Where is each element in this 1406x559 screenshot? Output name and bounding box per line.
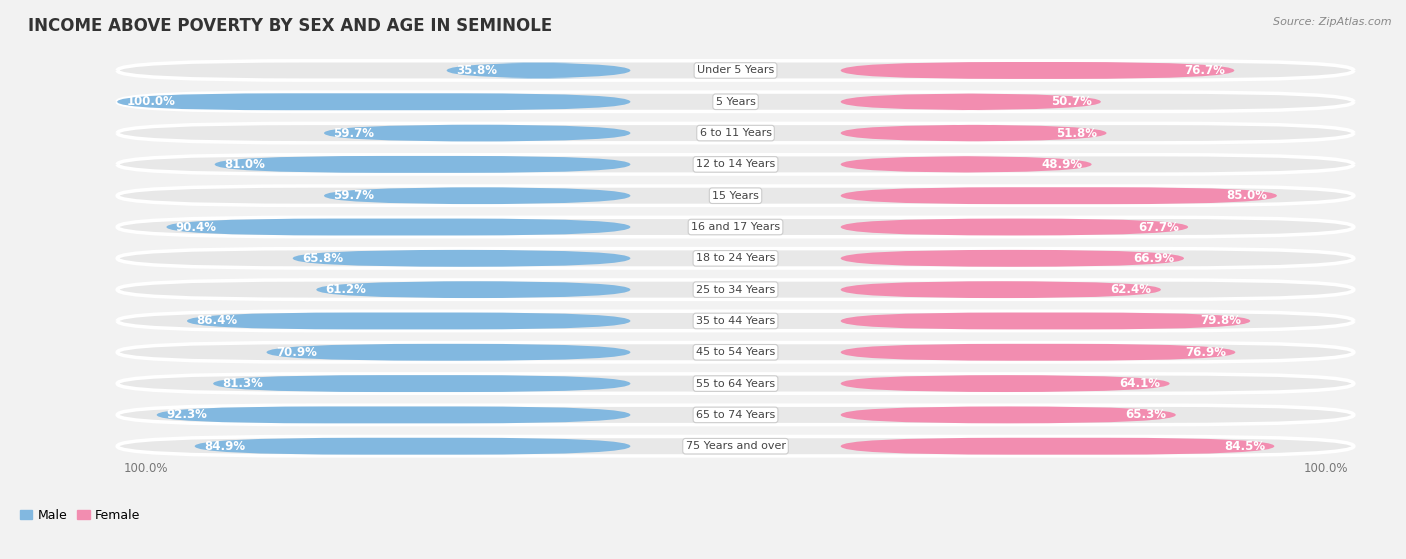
Text: 84.5%: 84.5% [1225, 440, 1265, 453]
FancyBboxPatch shape [841, 406, 1175, 423]
FancyBboxPatch shape [117, 311, 1354, 331]
Text: 16 and 17 Years: 16 and 17 Years [690, 222, 780, 232]
FancyBboxPatch shape [323, 125, 630, 141]
FancyBboxPatch shape [214, 375, 630, 392]
Text: Under 5 Years: Under 5 Years [697, 65, 775, 75]
FancyBboxPatch shape [117, 92, 1354, 111]
Text: 84.9%: 84.9% [204, 440, 245, 453]
Text: 18 to 24 Years: 18 to 24 Years [696, 253, 775, 263]
Text: Source: ZipAtlas.com: Source: ZipAtlas.com [1274, 17, 1392, 27]
FancyBboxPatch shape [267, 344, 630, 361]
FancyBboxPatch shape [841, 375, 1170, 392]
Text: 66.9%: 66.9% [1133, 252, 1175, 265]
FancyBboxPatch shape [156, 406, 630, 423]
Text: 70.9%: 70.9% [276, 346, 316, 359]
Text: 55 to 64 Years: 55 to 64 Years [696, 378, 775, 389]
Text: 48.9%: 48.9% [1042, 158, 1083, 171]
FancyBboxPatch shape [841, 187, 1277, 204]
Text: 79.8%: 79.8% [1199, 315, 1241, 328]
FancyBboxPatch shape [841, 156, 1091, 173]
FancyBboxPatch shape [194, 438, 630, 454]
Text: 61.2%: 61.2% [326, 283, 367, 296]
FancyBboxPatch shape [292, 250, 630, 267]
Text: 15 Years: 15 Years [711, 191, 759, 201]
Text: 25 to 34 Years: 25 to 34 Years [696, 285, 775, 295]
Text: 50.7%: 50.7% [1050, 95, 1091, 108]
FancyBboxPatch shape [841, 250, 1184, 267]
FancyBboxPatch shape [841, 344, 1236, 361]
FancyBboxPatch shape [841, 219, 1188, 235]
Text: 35 to 44 Years: 35 to 44 Years [696, 316, 775, 326]
FancyBboxPatch shape [117, 124, 1354, 143]
Text: 90.4%: 90.4% [176, 220, 217, 234]
FancyBboxPatch shape [841, 312, 1250, 329]
Text: INCOME ABOVE POVERTY BY SEX AND AGE IN SEMINOLE: INCOME ABOVE POVERTY BY SEX AND AGE IN S… [28, 17, 553, 35]
FancyBboxPatch shape [117, 155, 1354, 174]
Text: 75 Years and over: 75 Years and over [686, 441, 786, 451]
FancyBboxPatch shape [117, 437, 1354, 456]
FancyBboxPatch shape [215, 156, 630, 173]
FancyBboxPatch shape [323, 187, 630, 204]
Text: 65.3%: 65.3% [1126, 409, 1167, 421]
Text: 92.3%: 92.3% [166, 409, 207, 421]
Text: 76.9%: 76.9% [1185, 346, 1226, 359]
Text: 100.0%: 100.0% [127, 95, 176, 108]
Text: 76.7%: 76.7% [1184, 64, 1225, 77]
FancyBboxPatch shape [841, 62, 1234, 79]
FancyBboxPatch shape [117, 61, 1354, 80]
Text: 5 Years: 5 Years [716, 97, 755, 107]
Text: 59.7%: 59.7% [333, 126, 374, 140]
FancyBboxPatch shape [841, 93, 1101, 110]
Legend: Male, Female: Male, Female [15, 504, 145, 527]
Text: 45 to 54 Years: 45 to 54 Years [696, 347, 775, 357]
Text: 51.8%: 51.8% [1056, 126, 1097, 140]
FancyBboxPatch shape [117, 374, 1354, 394]
Text: 64.1%: 64.1% [1119, 377, 1160, 390]
Text: 100.0%: 100.0% [1303, 462, 1348, 475]
FancyBboxPatch shape [187, 312, 630, 329]
FancyBboxPatch shape [117, 249, 1354, 268]
FancyBboxPatch shape [316, 281, 630, 298]
FancyBboxPatch shape [166, 219, 630, 235]
Text: 100.0%: 100.0% [124, 462, 167, 475]
Text: 59.7%: 59.7% [333, 189, 374, 202]
Text: 65 to 74 Years: 65 to 74 Years [696, 410, 775, 420]
FancyBboxPatch shape [447, 62, 630, 79]
Text: 85.0%: 85.0% [1226, 189, 1268, 202]
Text: 81.3%: 81.3% [222, 377, 263, 390]
Text: 65.8%: 65.8% [302, 252, 343, 265]
Text: 86.4%: 86.4% [197, 315, 238, 328]
Text: 6 to 11 Years: 6 to 11 Years [700, 128, 772, 138]
FancyBboxPatch shape [117, 186, 1354, 205]
FancyBboxPatch shape [117, 280, 1354, 300]
FancyBboxPatch shape [841, 438, 1274, 454]
FancyBboxPatch shape [117, 93, 630, 110]
Text: 81.0%: 81.0% [224, 158, 264, 171]
FancyBboxPatch shape [117, 343, 1354, 362]
FancyBboxPatch shape [841, 125, 1107, 141]
FancyBboxPatch shape [117, 217, 1354, 236]
Text: 62.4%: 62.4% [1111, 283, 1152, 296]
Text: 67.7%: 67.7% [1137, 220, 1178, 234]
FancyBboxPatch shape [117, 405, 1354, 425]
FancyBboxPatch shape [841, 281, 1161, 298]
Text: 35.8%: 35.8% [456, 64, 496, 77]
Text: 12 to 14 Years: 12 to 14 Years [696, 159, 775, 169]
